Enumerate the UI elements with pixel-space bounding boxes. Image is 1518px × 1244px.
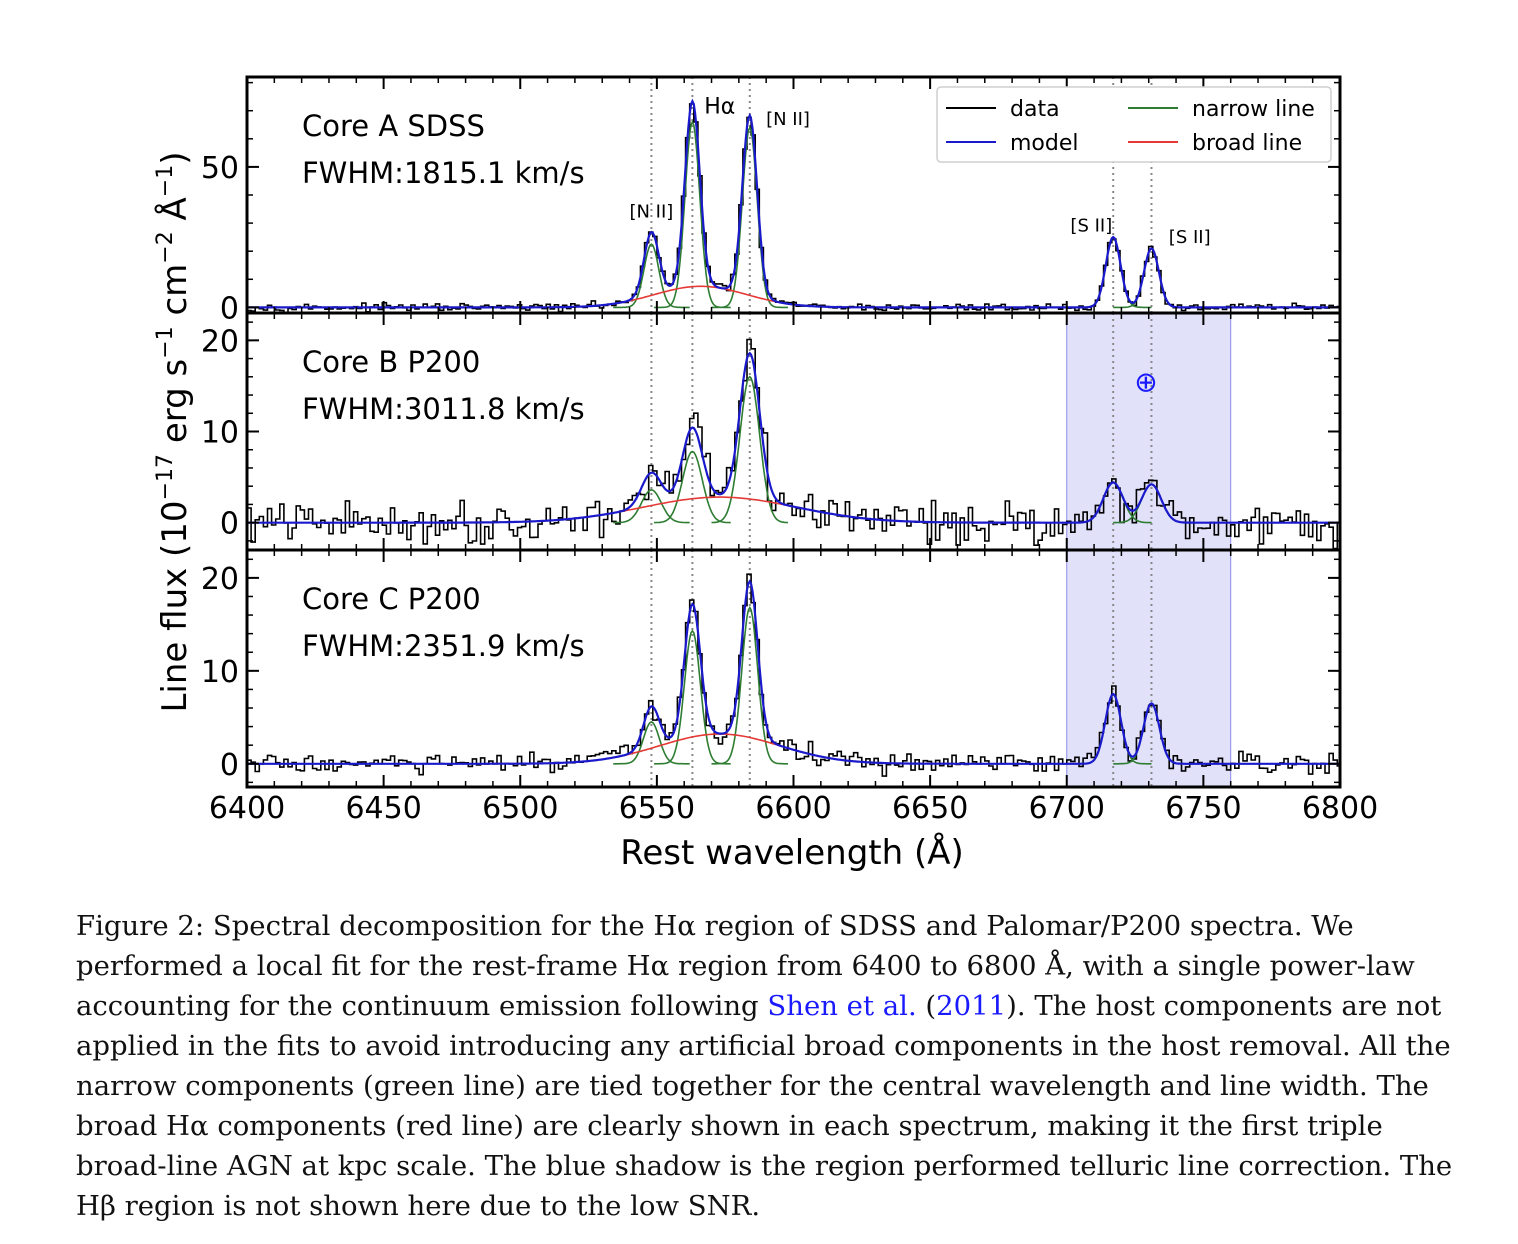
panel-3: 0 10 20 Core C P200 FWHM:2351.9 km/s [201, 548, 1342, 789]
legend: data model narrow line broad line [936, 86, 1332, 163]
x-tick-label: 6650 [892, 791, 968, 826]
y-tick-label: 0 [220, 507, 239, 542]
telluric-region [1066, 550, 1232, 787]
y-tick-label: 20 [201, 562, 239, 597]
emission-line-label: [S II] [1169, 227, 1211, 248]
panel-2: 0 10 20 Core B P200 FWHM:3011.8 km/s ⊕ [201, 311, 1342, 552]
x-tick-label: 6550 [619, 791, 695, 826]
x-tick-label: 6500 [482, 791, 558, 826]
y-axis-label: Line flux (10−17 erg s−1 cm−2 Å−1) [153, 151, 195, 712]
narrow-line-6584 [711, 375, 789, 524]
model-series [247, 351, 1340, 524]
plot-area [247, 77, 1340, 313]
x-tick-label: 6800 [1302, 791, 1378, 826]
panel-fwhm: FWHM:3011.8 km/s [302, 392, 585, 426]
emission-line-label: [N II] [766, 109, 810, 130]
y-tick-label: 10 [201, 416, 239, 451]
telluric-symbol: ⊕ [1134, 365, 1157, 398]
panel-fwhm: FWHM:2351.9 km/s [302, 629, 585, 663]
y-tick-label: 50 [201, 151, 239, 186]
legend-box [936, 86, 1332, 163]
legend-label: broad line [1192, 131, 1302, 156]
panel-1: 0 50 Core A SDSS FWHM:1815.1 km/s [N II] Hα [N… [201, 75, 1342, 326]
telluric-region [1066, 313, 1232, 550]
model-series [247, 579, 1340, 765]
legend-label: model [1010, 131, 1079, 156]
figure-caption: Figure 2: Spectral decomposition for the… [76, 906, 1476, 1226]
emission-line-label: [S II] [1070, 216, 1112, 237]
caption-text-1: Figure 2: Spectral decomposition for the… [76, 910, 1415, 1022]
legend-label: narrow line [1192, 97, 1315, 122]
panel-title: Core B P200 [302, 345, 480, 379]
caption-text-2: ). The host components are not applied i… [76, 990, 1453, 1222]
panel-title: Core C P200 [302, 582, 481, 616]
citation-link-name[interactable]: Shen et al. [767, 990, 917, 1022]
narrow-line-6563 [654, 450, 731, 524]
panel-title: Core A SDSS [302, 109, 485, 143]
citation-link-year[interactable]: 2011 [936, 990, 1007, 1022]
x-tick-label: 6750 [1165, 791, 1241, 826]
x-tick-label: 6450 [345, 791, 421, 826]
caption-paren: ( [916, 990, 937, 1022]
spectral-figure: 0 50 Core A SDSS FWHM:1815.1 km/s [N II] Hα [N… [153, 75, 1378, 873]
x-tick-label: 6400 [209, 791, 285, 826]
narrow-line-6548 [613, 721, 690, 765]
plot-area [247, 550, 1340, 787]
x-tick-label: 6700 [1029, 791, 1105, 826]
narrow-line-6548 [613, 488, 690, 524]
y-tick-label: 0 [220, 748, 239, 783]
emission-line-label: [N II] [629, 201, 673, 222]
x-axis-label: Rest wavelength (Å) [620, 832, 964, 873]
legend-label: data [1010, 97, 1060, 122]
x-tick-label: 6600 [755, 791, 831, 826]
y-tick-label: 20 [201, 324, 239, 359]
broad-line [479, 733, 961, 765]
y-tick-label: 0 [220, 291, 239, 326]
panels-layer: 0 50 Core A SDSS FWHM:1815.1 km/s [N II] Hα [N… [201, 75, 1342, 789]
panel-fwhm: FWHM:1815.1 km/s [302, 156, 585, 190]
narrow-line-6584 [711, 125, 788, 309]
data-series [247, 338, 1340, 550]
emission-line-label: Hα [704, 95, 735, 120]
y-tick-label: 10 [201, 655, 239, 690]
narrow-line-6584 [711, 606, 788, 765]
x-axis: 6400 6450 6500 6550 6600 6650 6700 6750 6800 [209, 791, 1378, 826]
narrow-line-6548 [613, 243, 690, 309]
plot-area [247, 313, 1340, 550]
